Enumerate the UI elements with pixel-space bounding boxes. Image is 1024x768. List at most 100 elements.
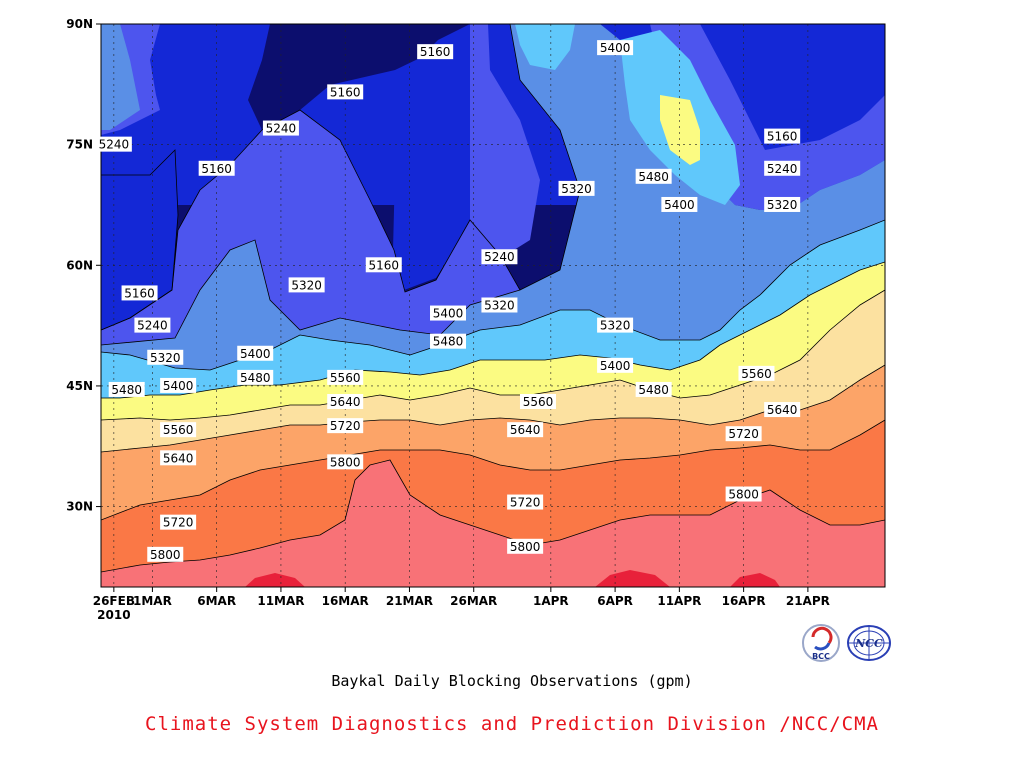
contour-label: 5320: [558, 180, 595, 196]
contour-label-box: [738, 365, 775, 381]
contour-label: 5400: [597, 40, 634, 56]
contour-label-box: [635, 168, 672, 184]
contour-label-value: 5720: [163, 516, 194, 530]
contour-label-box: [160, 450, 197, 466]
contour-label: 5320: [764, 196, 801, 212]
contour-label-box: [237, 369, 274, 385]
x-tick-label: 16MAR: [322, 594, 369, 608]
contour-label-box: [507, 494, 544, 510]
contour-label-value: 5800: [330, 455, 361, 469]
contour-label-box: [417, 44, 454, 60]
contour-label-box: [108, 381, 145, 397]
chart-title: Baykal Daily Blocking Observations (gpm): [331, 672, 693, 690]
contour-label-value: 5560: [330, 371, 361, 385]
isoline-5720: [101, 419, 885, 521]
contour-label-value: 5720: [510, 496, 541, 510]
band-5320-5400: [101, 24, 885, 370]
contour-label-box: [327, 394, 364, 410]
y-tick-label: 45N: [66, 379, 93, 393]
contour-label-box: [507, 422, 544, 438]
contour-label-box: [147, 546, 184, 562]
contour-label-value: 5480: [433, 335, 464, 349]
contour-label-box: [725, 426, 762, 442]
y-tick-label: 75N: [66, 138, 93, 152]
contour-label-value: 5160: [330, 85, 361, 99]
contour-label-box: [95, 136, 132, 152]
contour-label-box: [725, 486, 762, 502]
contour-label-box: [635, 381, 672, 397]
contour-label: 5480: [108, 381, 145, 397]
band-5640-5720: [101, 365, 885, 520]
contour-label: 5160: [365, 257, 402, 273]
contour-label: 5320: [597, 317, 634, 333]
contour-label: 5400: [160, 377, 197, 393]
contour-label-value: 5400: [163, 379, 194, 393]
contour-label-value: 5400: [240, 347, 271, 361]
contour-label-box: [327, 418, 364, 434]
contour-label-value: 5480: [638, 383, 669, 397]
contour-label: 5720: [725, 426, 762, 442]
contour-labels: 5160 5160 5240 5240 5160 5400 5480 5400 5320 5160…: [95, 40, 801, 562]
contour-label-value: 5240: [767, 162, 798, 176]
band-5800-5880: [101, 460, 885, 587]
contour-label-value: 5800: [150, 548, 181, 562]
contour-label-value: 5560: [163, 423, 194, 437]
contour-label: 5480: [635, 168, 672, 184]
contour-label-value: 5400: [600, 359, 631, 373]
contour-label: 5320: [147, 349, 184, 365]
contour-bands: [101, 24, 885, 587]
contour-label-value: 5480: [638, 170, 669, 184]
x-tick-label: 1MAR: [133, 594, 172, 608]
contour-label: 5560: [738, 365, 775, 381]
bcc-logo-text: BCC: [812, 652, 830, 661]
contour-label-box: [134, 317, 171, 333]
contour-label-box: [597, 317, 634, 333]
band-5720-5800: [101, 420, 885, 572]
bcc-logo-icon: BCC: [802, 624, 840, 662]
contour-label: 5160: [764, 128, 801, 144]
contour-label: 5400: [430, 305, 467, 321]
contour-label: 5240: [134, 317, 171, 333]
contour-label-box: [262, 120, 299, 136]
contour-label: 5240: [764, 160, 801, 176]
contour-label-value: 5320: [291, 278, 322, 292]
y-axis: 30N 45N 60N 75N 90N: [66, 17, 101, 514]
x-tick-label: 6APR: [597, 594, 633, 608]
x-tick-label: 11MAR: [257, 594, 304, 608]
plot-frame: [100, 23, 886, 588]
contour-label-box: [365, 257, 402, 273]
contour-label-value: 5240: [484, 250, 515, 264]
contour-label-value: 5560: [523, 395, 554, 409]
contour-label-value: 5320: [600, 319, 631, 333]
contour-label-box: [481, 249, 518, 265]
contour-label-value: 5640: [510, 423, 541, 437]
contour-label: 5800: [507, 538, 544, 554]
contour-label: 5640: [507, 422, 544, 438]
contour-label-value: 5480: [111, 383, 142, 397]
contour-label-box: [507, 538, 544, 554]
contour-label-box: [327, 84, 364, 100]
contour-label: 5160: [417, 44, 454, 60]
contour-label-box: [764, 196, 801, 212]
contour-label-value: 5320: [150, 351, 181, 365]
contour-label: 5800: [147, 546, 184, 562]
contour-label-value: 5800: [510, 540, 541, 554]
contour-label: 5720: [160, 514, 197, 530]
x-tick-label: 16APR: [722, 594, 766, 608]
contour-label: 5160: [198, 160, 235, 176]
contour-label-value: 5160: [368, 258, 399, 272]
ncc-logo-text: NCC: [854, 637, 883, 650]
contour-label-value: 5320: [561, 182, 592, 196]
contour-label: 5720: [327, 418, 364, 434]
contour-label-value: 5720: [728, 427, 759, 441]
contour-label-value: 5320: [484, 299, 515, 313]
isoline-5320: [101, 24, 581, 346]
y-tick-label: 60N: [66, 258, 93, 272]
contour-label-box: [160, 422, 197, 438]
contour-label-box: [121, 285, 158, 301]
contour-label-box: [430, 333, 467, 349]
contour-label-box: [237, 345, 274, 361]
isoline-5240: [101, 109, 521, 331]
contour-label-box: [597, 357, 634, 373]
